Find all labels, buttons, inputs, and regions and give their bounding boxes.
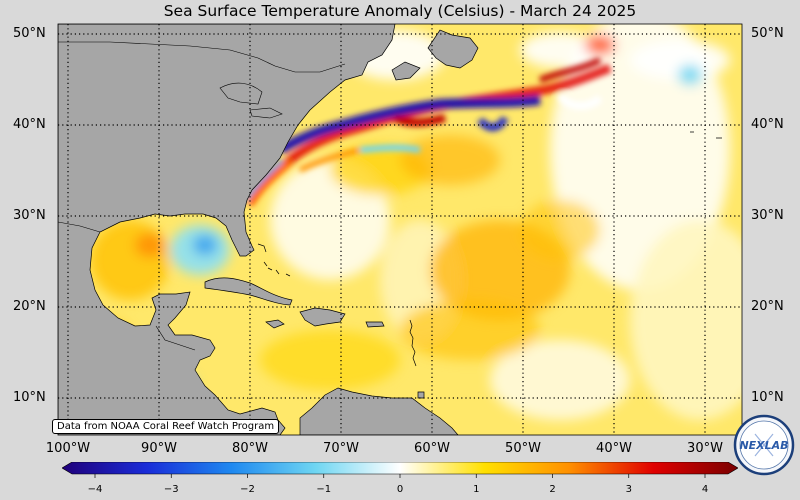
nexlab-logo-icon: NEXLAB (733, 414, 795, 476)
colorbar (62, 462, 738, 478)
lon-label-100w: 100°W (45, 441, 91, 456)
lon-label-90w: 90°W (141, 441, 177, 456)
north-america-landmass (58, 24, 396, 435)
lon-label-40w: 40°W (596, 441, 632, 456)
lat-label-10n-right: 10°N (751, 390, 784, 405)
colorbar-tick-label: −1 (316, 484, 332, 495)
lat-label-20n-right: 20°N (751, 299, 784, 314)
lon-label-60w: 60°W (414, 441, 450, 456)
colorbar-tick-label: −3 (163, 484, 179, 495)
colorbar-tick-label: −2 (240, 484, 255, 495)
puerto-rico-landmass (365, 321, 385, 328)
lat-label-50n-left: 50°N (13, 26, 46, 41)
south-america-landmass (299, 387, 459, 435)
jamaica-landmass (265, 319, 285, 329)
colorbar-tick-label: 2 (549, 484, 556, 495)
lat-label-40n-left: 40°N (13, 117, 46, 132)
colorbar-tick-label: 3 (625, 484, 632, 495)
hispaniola-landmass (299, 307, 346, 327)
trinidad-landmass (417, 391, 425, 399)
lat-label-30n-right: 30°N (751, 208, 784, 223)
nova-scotia-landmass (391, 61, 421, 81)
sst-anomaly-map (57, 23, 743, 436)
newfoundland-landmass (427, 29, 479, 69)
lat-label-50n-right: 50°N (751, 26, 784, 41)
graticule (58, 24, 742, 435)
cuba-landmass (204, 277, 293, 306)
land-masses (58, 24, 479, 435)
lat-label-40n-right: 40°N (751, 117, 784, 132)
colorbar-tick-label: 4 (701, 484, 709, 495)
lon-label-80w: 80°W (232, 441, 268, 456)
colorbar-gradient (62, 462, 738, 475)
lon-label-30w: 30°W (687, 441, 723, 456)
lat-label-10n-left: 10°N (13, 390, 46, 405)
data-credit-box: Data from NOAA Coral Reef Watch Program (52, 419, 280, 434)
colorbar-tick-label: 1 (473, 484, 480, 495)
lon-label-50w: 50°W (505, 441, 541, 456)
lon-label-70w: 70°W (323, 441, 359, 456)
lat-label-30n-left: 30°N (13, 208, 46, 223)
colorbar-tick-label: 0 (396, 484, 404, 495)
lat-label-20n-left: 20°N (13, 299, 46, 314)
colorbar-tick-label: −4 (87, 484, 103, 495)
map-title: Sea Surface Temperature Anomaly (Celsius… (163, 2, 637, 20)
